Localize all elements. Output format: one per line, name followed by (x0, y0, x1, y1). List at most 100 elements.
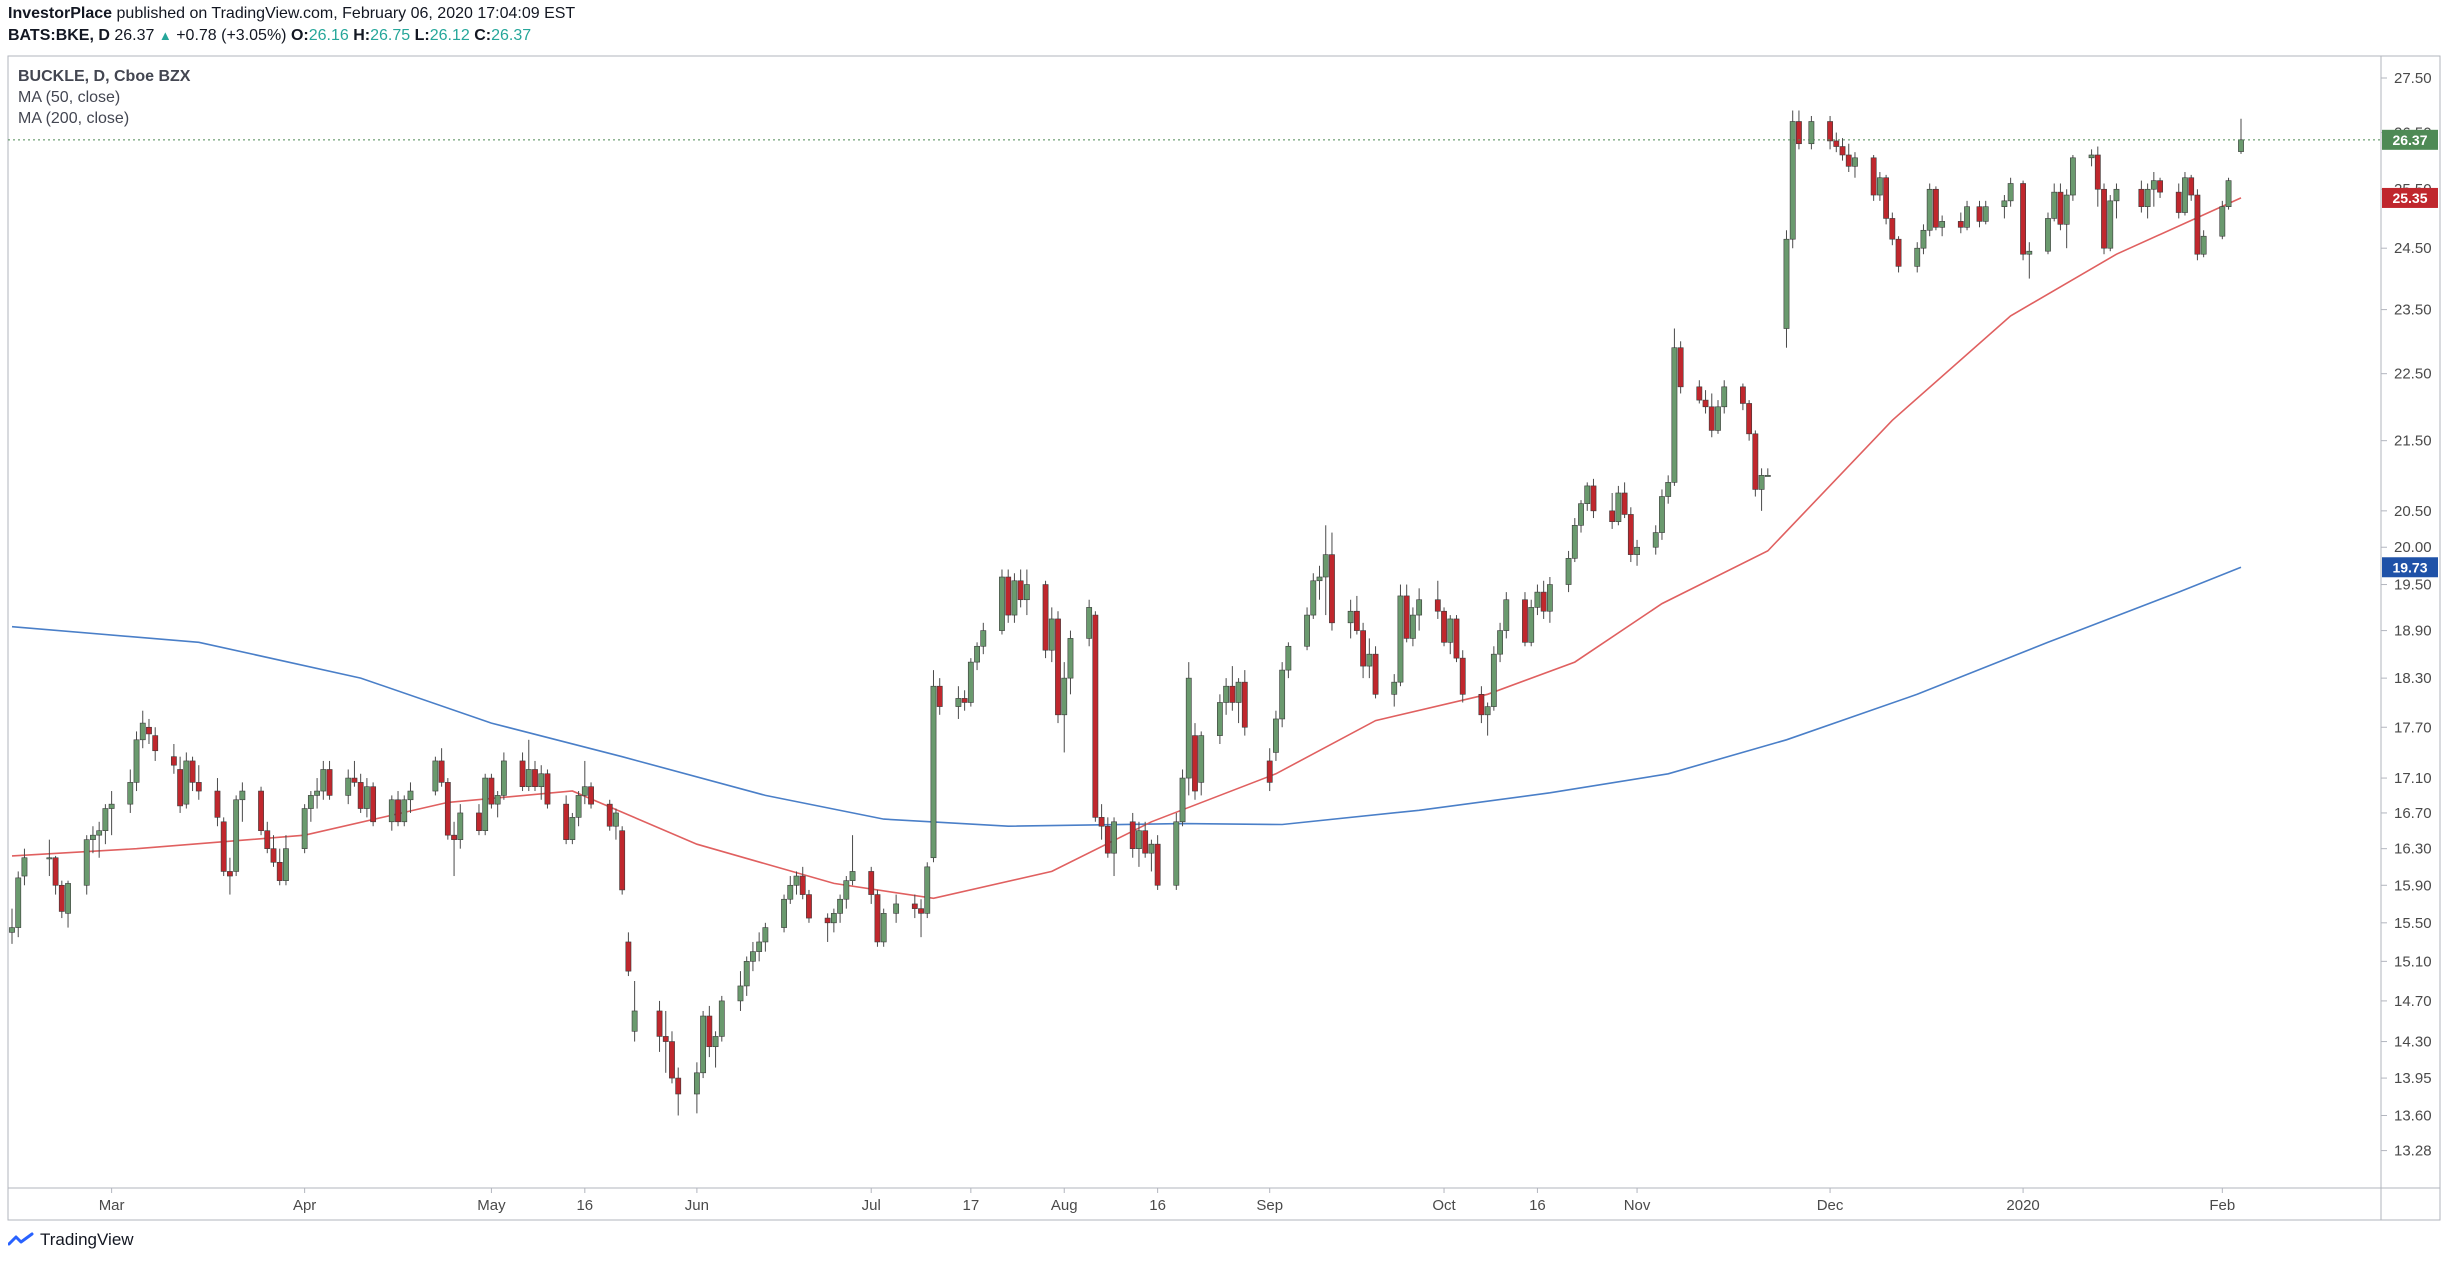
candle-body (320, 769, 327, 792)
candle-body (1360, 630, 1366, 667)
candle-body (1920, 229, 1927, 249)
high-label: H: (353, 27, 371, 44)
candle-body (407, 790, 414, 801)
candle-down (1241, 670, 1248, 736)
candle-up (102, 804, 109, 845)
candle-down (189, 756, 196, 792)
candle-up (1659, 489, 1665, 540)
candle-down (2101, 183, 2107, 255)
candle-up (283, 835, 289, 886)
tradingview-logo-icon (8, 1232, 34, 1246)
candle-up (1391, 674, 1398, 707)
candle-down (258, 786, 264, 836)
candle-body (83, 839, 90, 886)
candle-body (1316, 576, 1323, 582)
candle-up (1982, 200, 1989, 225)
candle-down (1590, 478, 1597, 519)
candle-body (1546, 584, 1553, 612)
candle-body (357, 782, 364, 809)
candle-up (575, 791, 582, 827)
candle-body (1397, 595, 1404, 683)
candle-up (955, 686, 962, 719)
candle-body (999, 576, 1005, 631)
candle-up (1497, 622, 1503, 663)
candle-down (1708, 393, 1715, 438)
y-tick-label: 23.50 (2394, 302, 2432, 319)
candle-body (1796, 121, 1802, 145)
candle-body (955, 698, 962, 707)
candle-up (980, 622, 987, 655)
candle-down (170, 743, 177, 774)
candle-body (2113, 188, 2120, 202)
candle-up (2150, 172, 2157, 207)
candle-down (395, 791, 401, 827)
ohlc-line: BATS:BKE, D 26.37 ▲ +0.78 (+3.05%) O:26.… (8, 27, 531, 45)
candle-up (1876, 172, 1883, 201)
candle-body (1441, 610, 1447, 643)
candle-body (662, 1036, 669, 1042)
candle-down (476, 804, 482, 836)
candle-body (1522, 599, 1528, 643)
candle-up (930, 670, 937, 863)
x-tick-label: Dec (1817, 1197, 1844, 1214)
candle-up (631, 980, 638, 1042)
y-tick-label: 17.10 (2394, 770, 2432, 787)
candle-body (675, 1077, 682, 1095)
candle-body (314, 790, 320, 796)
candle-down (824, 913, 831, 942)
candle-up (1198, 731, 1205, 796)
candle-body (1839, 146, 1846, 156)
candle-up (1721, 380, 1728, 414)
candle-body (1266, 760, 1273, 783)
candle-body (2063, 194, 2070, 225)
price-tag-box (2382, 129, 2438, 150)
candle-body (781, 898, 787, 928)
legend-ma200[interactable]: MA (200, close) (18, 110, 130, 127)
candle-down (1957, 212, 1964, 234)
low-label: L: (414, 27, 430, 44)
candle-body (712, 1036, 719, 1048)
candle-down (2188, 174, 2195, 201)
candle-up (999, 569, 1005, 635)
candle-down (1353, 595, 1360, 635)
price-chart[interactable]: 27.5026.5025.5024.5023.5022.5021.5020.50… (0, 0, 2445, 1230)
candle-body (1590, 485, 1597, 512)
candle-up (1964, 200, 1970, 231)
candle-down (1522, 592, 1528, 647)
candle-up (1111, 817, 1117, 877)
footer-brand[interactable]: TradingView (8, 1230, 134, 1250)
legend-ma50[interactable]: MA (50, close) (18, 89, 121, 106)
candle-body (2057, 191, 2064, 225)
candle-body (1665, 482, 1672, 497)
candle-down (1621, 482, 1628, 519)
candle-body (936, 685, 943, 707)
candle-body (1982, 206, 1989, 222)
candle-body (1584, 485, 1591, 504)
candle-body (538, 773, 545, 788)
legend-title: BUCKLE, D, Cboe BZX (18, 68, 191, 85)
candle-down (1627, 507, 1634, 563)
candle-down (326, 760, 333, 800)
candle-body (1926, 188, 1933, 231)
candle-up (1347, 599, 1354, 639)
candle-down (1459, 650, 1466, 703)
y-tick-label: 16.30 (2394, 841, 2432, 858)
candle-up (2026, 242, 2033, 279)
candle-body (370, 786, 377, 823)
candle-body (1148, 843, 1155, 854)
candle-body (1478, 694, 1485, 716)
candle-body (90, 834, 96, 840)
candle-body (918, 908, 924, 914)
candle-body (868, 871, 875, 895)
candle-body (177, 769, 184, 807)
candle-body (146, 726, 152, 735)
candle-body (1273, 718, 1279, 753)
candle-down (1833, 132, 1840, 153)
candle-up (1789, 110, 1796, 249)
candle-up (924, 862, 931, 919)
candle-body (1173, 821, 1180, 886)
candle-up (1584, 482, 1591, 511)
candle-body (743, 961, 750, 987)
candle-down (874, 889, 881, 947)
candle-body (2188, 177, 2195, 196)
